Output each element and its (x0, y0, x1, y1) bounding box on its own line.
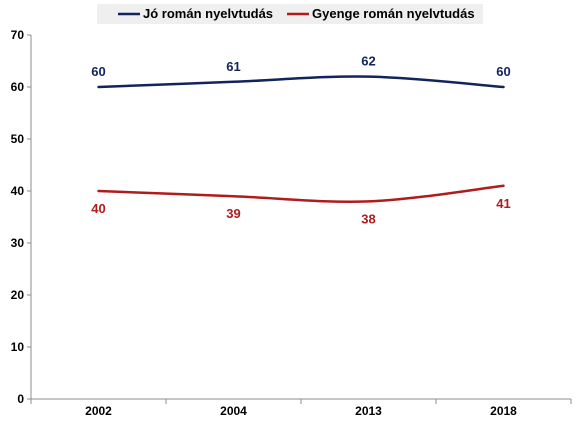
y-tick-label: 30 (11, 236, 25, 250)
x-tick-label: 2018 (490, 404, 517, 418)
y-tick-label: 50 (11, 132, 25, 146)
data-label: 60 (496, 64, 510, 79)
y-tick-label: 20 (11, 288, 25, 302)
legend-label-2: Gyenge román nyelvtudás (312, 6, 475, 21)
x-tick-label: 2013 (355, 404, 382, 418)
y-tick-label: 70 (11, 28, 25, 42)
series-line-1 (97, 75, 505, 89)
y-tick-label: 60 (11, 80, 25, 94)
series-group (97, 75, 505, 203)
y-tick-label: 40 (11, 184, 25, 198)
data-label: 61 (226, 59, 240, 74)
data-label: 38 (361, 211, 375, 226)
data-labels: 60 61 62 60 40 39 38 41 (91, 54, 510, 227)
data-label: 60 (91, 64, 105, 79)
y-tick-label: 10 (11, 340, 25, 354)
x-tick-label: 2004 (220, 404, 247, 418)
data-label: 40 (91, 201, 105, 216)
y-tick-label: 0 (17, 392, 24, 406)
x-tick-label: 2002 (85, 404, 112, 418)
legend: Jó román nyelvtudás Gyenge román nyelvtud… (97, 4, 483, 24)
axes: 0 10 20 30 40 50 60 70 2002 2004 2013 2018 (11, 28, 572, 418)
legend-label-1: Jó román nyelvtudás (143, 6, 273, 21)
data-label: 62 (361, 54, 375, 69)
data-label: 39 (226, 206, 240, 221)
data-label: 41 (496, 196, 510, 211)
series-line-2 (97, 184, 505, 203)
